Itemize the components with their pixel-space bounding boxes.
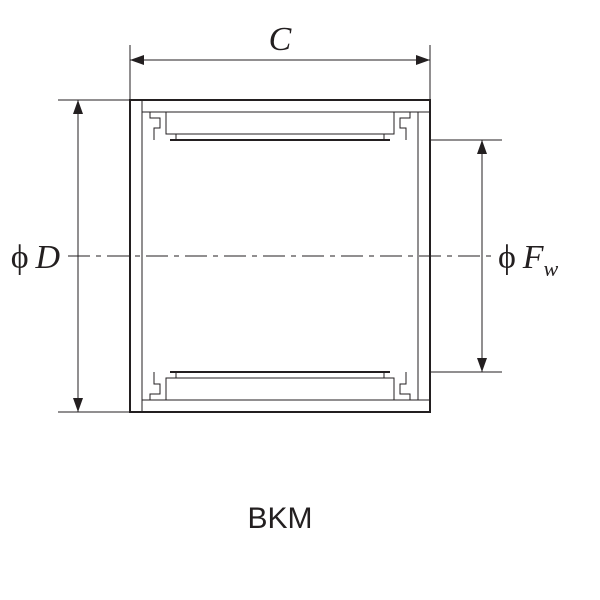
product-label: BKM — [247, 502, 312, 535]
engineering-drawing: Cϕ D ϕ Fw BKM — [0, 0, 600, 600]
dim-label-width: C — [269, 21, 292, 58]
dim-label-inner-dia: ϕ Fw — [498, 239, 558, 281]
dim-label-outer-dia: ϕ D — [11, 239, 61, 276]
